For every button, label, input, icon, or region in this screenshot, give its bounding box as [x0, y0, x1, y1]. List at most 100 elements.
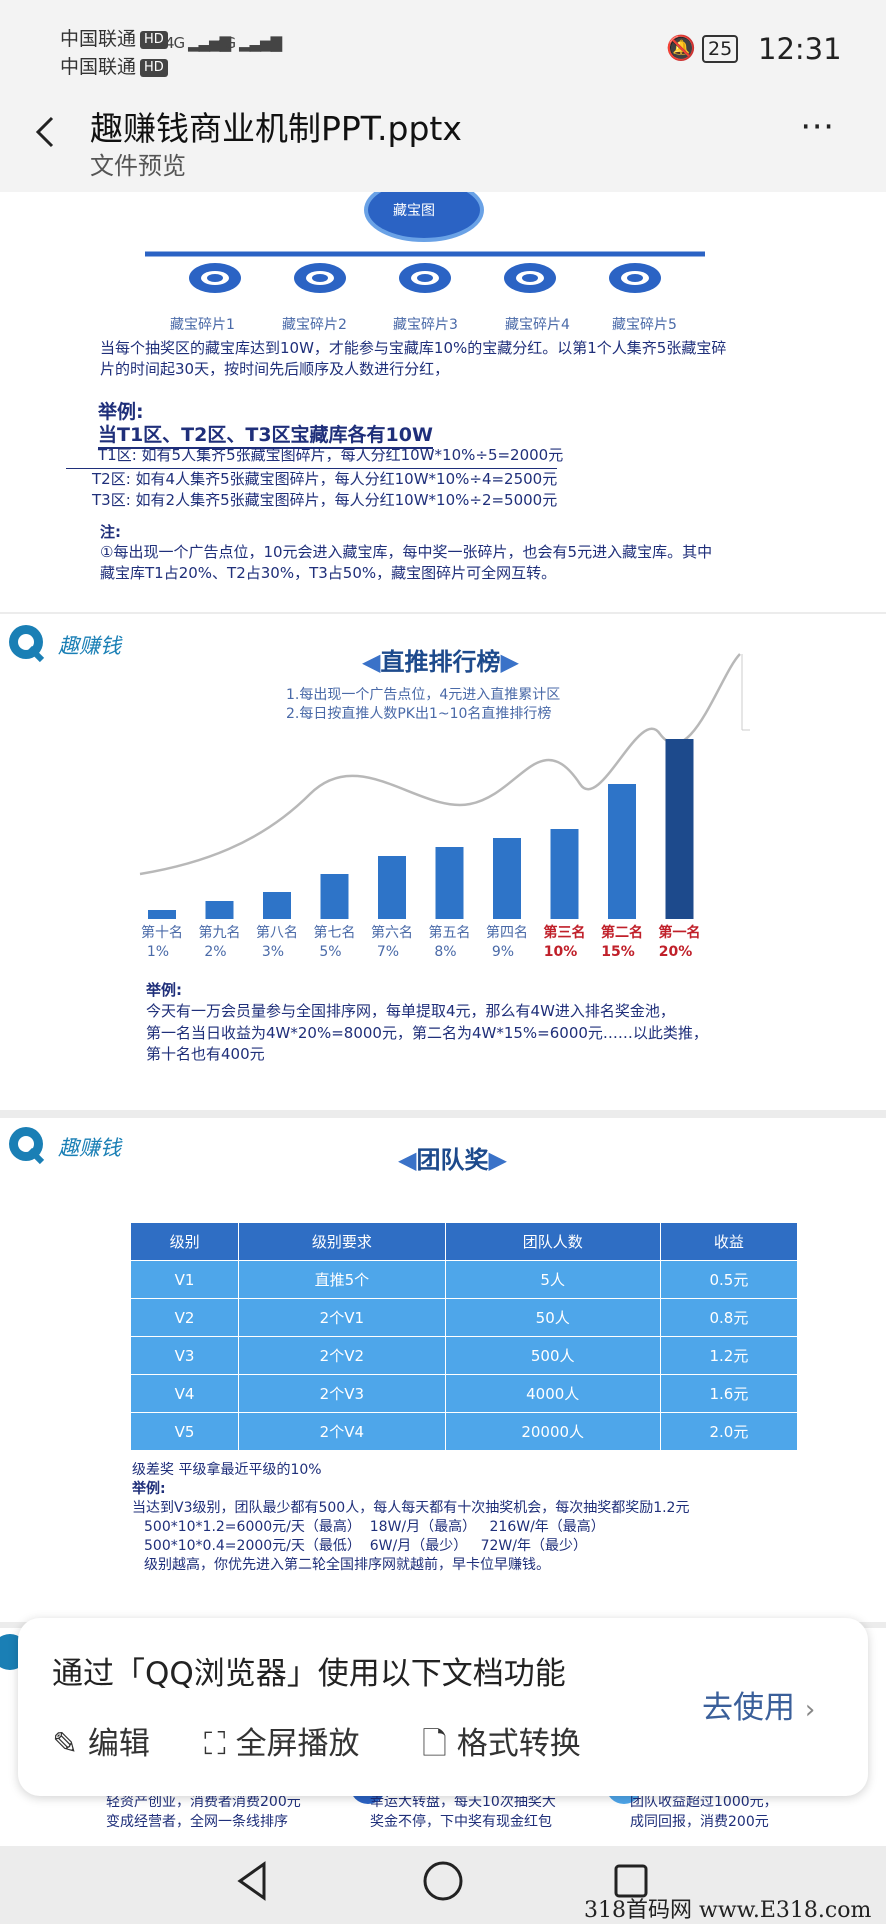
category-label: 第二名	[601, 924, 643, 941]
cell: V4	[129, 1374, 240, 1413]
slide-title: ◀团队奖▶	[398, 1146, 507, 1174]
bar-第八名	[263, 892, 291, 919]
go-use-button[interactable]: 去使用 ›	[702, 1682, 815, 1727]
category-label: 第七名	[314, 924, 356, 941]
column-header: 收益	[659, 1222, 799, 1261]
cell: 500人	[444, 1336, 661, 1375]
percent-label: 7%	[377, 944, 399, 960]
edit-button[interactable]: ✎ 编辑	[52, 1718, 150, 1763]
bar-第九名	[205, 901, 234, 919]
table-header-row: 级别 级别要求 团队人数 收益	[129, 1222, 799, 1261]
nav-home-icon[interactable]	[420, 1858, 466, 1904]
cell: 2个V4	[238, 1412, 446, 1451]
desc-1: 1.每出现一个广告点位，4元进入直推累计区	[286, 687, 561, 703]
summary-3: 团队收益超过1000元，	[630, 1794, 778, 1810]
note-5: 500*10*0.4=2000元/天（最低） 6W/月（最少） 72W/年（最少…	[144, 1538, 587, 1554]
logo	[6, 1124, 48, 1170]
category-label: 第十名	[141, 924, 183, 941]
category-label: 第四名	[486, 924, 528, 941]
more-menu-button[interactable]: ⋯	[800, 106, 837, 146]
category-label: 第九名	[199, 924, 241, 941]
trend-curve	[139, 653, 741, 876]
triangle-right-icon: ▶	[488, 1146, 507, 1174]
example-label: 举例:	[146, 981, 182, 999]
bar-第四名	[493, 838, 521, 919]
document-subtitle: 文件预览	[90, 152, 186, 180]
site-watermark: 318首码网 www.E318.com	[584, 1898, 872, 1923]
note-4: 500*10*1.2=6000元/天（最高） 18W/月（最高） 216W/年（…	[144, 1519, 605, 1535]
convert-button[interactable]: 🗋 格式转换	[422, 1718, 581, 1774]
percent-label: 5%	[319, 944, 341, 960]
logo-text: 趣赚钱	[58, 1136, 121, 1160]
cell: V2	[129, 1298, 240, 1337]
column-header: 级别	[129, 1222, 240, 1261]
note-2: 举例:	[132, 1481, 166, 1497]
slide-treasure: 藏宝图 藏宝碎片1 藏宝碎片2 藏宝碎片3 藏宝碎片4 藏宝碎片5 当每个抽奖区…	[0, 192, 886, 612]
cell: 1.2元	[659, 1336, 799, 1375]
cell: 0.8元	[659, 1298, 799, 1337]
cell: V5	[129, 1412, 240, 1451]
piece-label: 藏宝碎片3	[393, 317, 458, 333]
table-row: V4 2个V3 4000人 1.6元	[129, 1374, 799, 1413]
note-1: 级差奖 平级拿最近平级的10%	[132, 1462, 322, 1478]
carrier-2: 中国联通 HD	[60, 52, 168, 79]
t3-line: T3区: 如有2人集齐5张藏宝图碎片，每人分红10W*10%÷2=5000元	[92, 491, 558, 509]
cell: V3	[129, 1336, 240, 1375]
qq-browser-popup: 通过「QQ浏览器」使用以下文档功能 ✎ 编辑 ⛶ 全屏播放 🗋 格式转换 去使用…	[18, 1618, 868, 1796]
carrier-1: 中国联通 HD	[60, 24, 168, 51]
percent-label: 15%	[601, 944, 635, 960]
table-row: V1 直推5个 5人 0.5元	[129, 1260, 799, 1299]
cell: 4000人	[444, 1374, 661, 1413]
percent-label: 9%	[492, 944, 514, 960]
edit-label: 编辑	[87, 1726, 150, 1762]
clock: 12:31	[758, 32, 842, 66]
cell: 20000人	[444, 1412, 661, 1451]
mute-bell-icon: 🔕	[666, 34, 696, 62]
bar-第三名	[550, 829, 579, 919]
triangle-left-icon: ◀	[362, 648, 381, 676]
convert-label: 格式转换	[456, 1726, 581, 1762]
cell: 2.0元	[659, 1412, 799, 1451]
bar-第二名	[608, 784, 636, 919]
column-header: 团队人数	[444, 1222, 661, 1261]
popup-title: 通过「QQ浏览器」使用以下文档功能	[52, 1656, 566, 1692]
fullscreen-icon: ⛶	[204, 1726, 226, 1762]
note-label: 注:	[100, 523, 121, 541]
rule-text-1: 当每个抽奖区的藏宝库达到10W，才能参与宝藏库10%的宝藏分红。以第1个人集齐5…	[100, 339, 727, 357]
slide-title: ◀直推排行榜▶	[362, 648, 519, 676]
t2-line: T2区: 如有4人集齐5张藏宝图碎片，每人分红10W*10%÷4=2500元	[66, 468, 558, 490]
category-label: 第三名	[544, 924, 586, 941]
cell: 2个V2	[238, 1336, 446, 1375]
bar-第一名	[665, 739, 694, 919]
example-line-2: 第一名当日收益为4W*20%=8000元，第二名为4W*15%=6000元……以…	[146, 1024, 708, 1042]
cell: V1	[129, 1260, 240, 1299]
note-6: 级别越高，你优先进入第二轮全国排序网就越前，早卡位早赚钱。	[144, 1557, 550, 1573]
bar-第六名	[378, 856, 406, 919]
cell: 1.6元	[659, 1374, 799, 1413]
go-use-label: 去使用	[702, 1690, 795, 1726]
cell: 2个V1	[238, 1298, 446, 1337]
logo-text: 趣赚钱	[58, 634, 121, 658]
chevron-right-icon: ›	[804, 1695, 816, 1725]
category-label: 第八名	[256, 924, 298, 941]
piece-label: 藏宝碎片4	[505, 317, 570, 333]
fullscreen-button[interactable]: ⛶ 全屏播放	[204, 1718, 360, 1763]
summary-2: 幸运大转盘，每天10次抽奖大	[370, 1794, 556, 1810]
signal-icon-1: 4G ▂▃▅▇	[165, 34, 231, 52]
system-nav-bar: 318首码网 www.E318.com	[0, 1846, 886, 1923]
back-button[interactable]	[26, 112, 66, 152]
cell: 50人	[444, 1298, 661, 1337]
rule-text-2: 片的时间起30天，按时间先后顺序及人数进行分红，	[100, 360, 450, 378]
treasure-map-label: 藏宝图	[393, 203, 435, 219]
piece-label: 藏宝碎片2	[282, 317, 347, 333]
nav-back-icon[interactable]	[230, 1858, 276, 1904]
app-header: 趣赚钱商业机制PPT.pptx 文件预览 ⋯	[0, 96, 886, 192]
category-label: 第六名	[371, 924, 413, 941]
fullscreen-label: 全屏播放	[235, 1726, 360, 1762]
bar-第七名	[320, 874, 349, 919]
example-line-3: 第十名也有400元	[146, 1045, 265, 1063]
percent-label: 10%	[544, 944, 578, 960]
q-logo-icon	[9, 625, 45, 663]
piece-label: 藏宝碎片1	[170, 317, 235, 333]
nav-recents-icon[interactable]	[608, 1858, 654, 1904]
